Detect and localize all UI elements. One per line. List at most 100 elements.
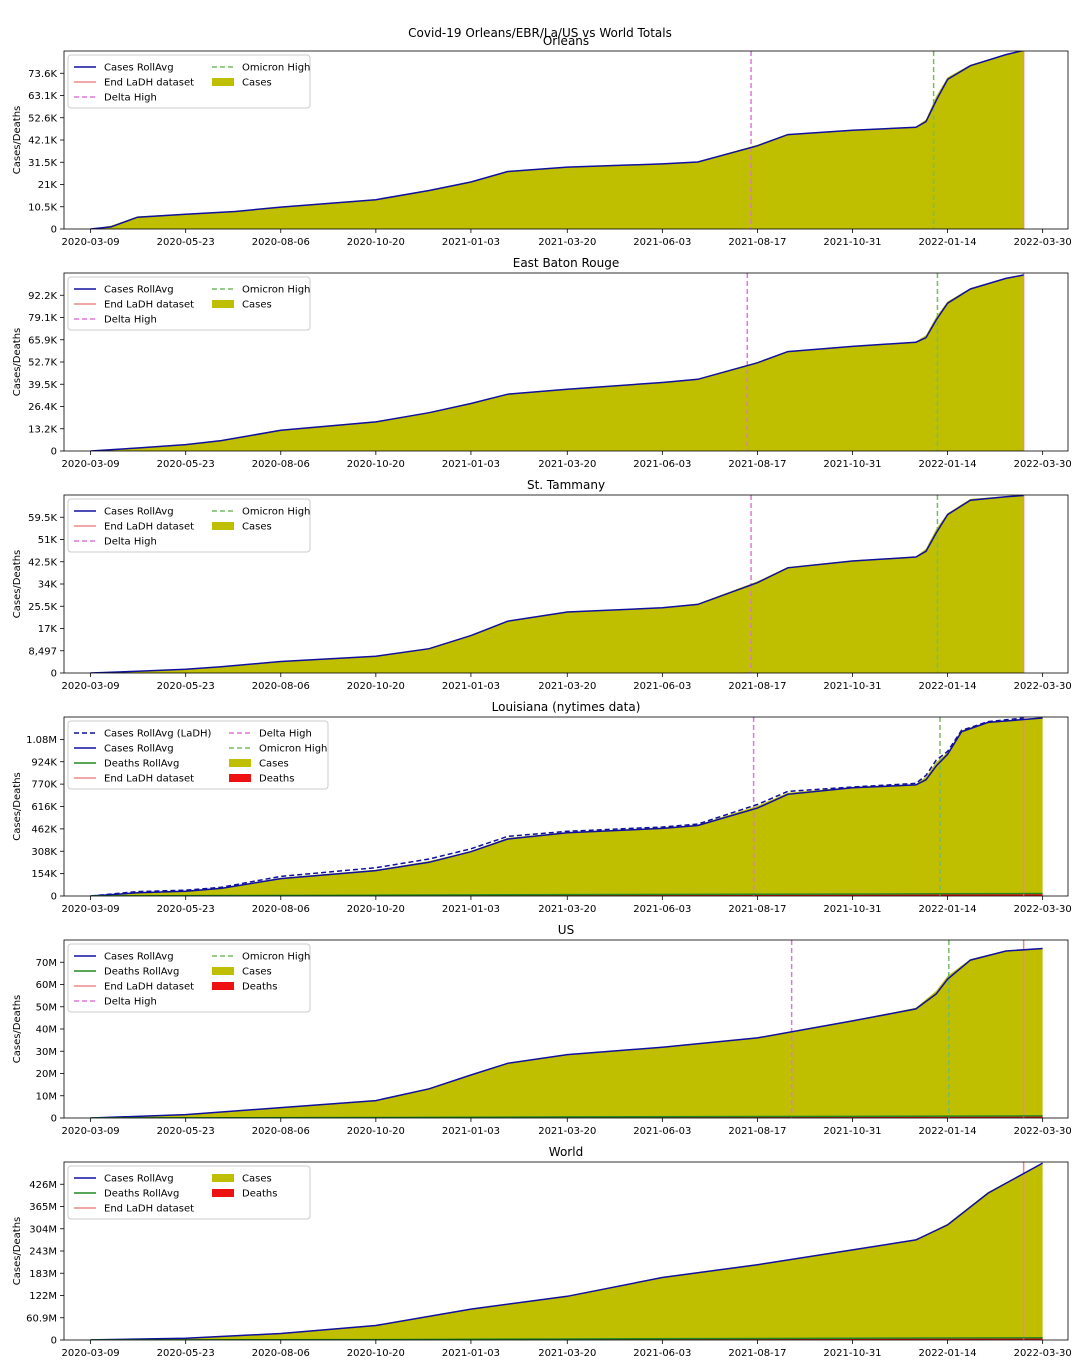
y-axis-label: Cases/Deaths xyxy=(12,550,23,619)
plot-area xyxy=(90,273,1025,451)
series-cases-area xyxy=(90,948,1043,1118)
legend-swatch xyxy=(212,1189,234,1197)
y-tick-label: 50M xyxy=(36,1002,57,1013)
x-tick-label: 2020-05-23 xyxy=(157,681,215,692)
legend-entry: Delta High xyxy=(259,729,312,740)
x-tick-label: 2020-05-23 xyxy=(157,1348,215,1359)
plot-area xyxy=(90,717,1043,896)
legend-entry: Cases xyxy=(259,759,289,770)
subplot-6: 2020-03-09 2020-05-23 2020-08-06 2020-10-20… xyxy=(12,1145,1072,1359)
x-tick-label: 2020-03-09 xyxy=(62,681,120,692)
x-tick-label: 2021-06-03 xyxy=(633,904,691,915)
series-cases-rollavg-ladh--line xyxy=(90,717,1024,896)
legend-box xyxy=(67,720,329,790)
y-tick-label: 73.6K xyxy=(28,69,57,80)
x-tick-label: 2021-03-20 xyxy=(538,1126,596,1137)
x-tick-label: 2020-05-23 xyxy=(157,237,215,248)
y-tick-label: 42.5K xyxy=(28,557,57,568)
y-tick-label: 308K xyxy=(31,847,57,858)
legend-entry: Cases xyxy=(242,967,272,978)
y-tick-label: 243M xyxy=(29,1247,57,1258)
legend-entry: Cases xyxy=(242,78,272,89)
legend-entry: Deaths xyxy=(259,774,294,785)
x-tick-label: 2020-10-20 xyxy=(347,1126,405,1137)
y-axis-label: Cases/Deaths xyxy=(12,328,23,397)
x-tick-label: 2020-08-06 xyxy=(252,459,310,470)
y-tick-label: 0 xyxy=(51,892,57,903)
x-tick-label: 2020-08-06 xyxy=(252,237,310,248)
x-tick-label: 2020-08-06 xyxy=(252,904,310,915)
legend-entry: End LaDH dataset xyxy=(104,1204,194,1215)
subplot-title: World xyxy=(549,1145,583,1159)
series-cases-area xyxy=(90,51,1024,229)
x-tick-label: 2022-03-30 xyxy=(1014,1348,1072,1359)
legend-entry: Cases RollAvg xyxy=(104,507,174,518)
legend-entry: Omicron High xyxy=(259,744,327,755)
y-tick-label: 770K xyxy=(31,780,57,791)
y-tick-label: 0 xyxy=(51,1336,57,1347)
legend-box xyxy=(67,276,311,331)
legend-entry: Cases RollAvg xyxy=(104,1174,174,1185)
legend-entry: End LaDH dataset xyxy=(104,982,194,993)
figure-title: Covid-19 Orleans/EBR/La/US vs World Tota… xyxy=(408,26,672,40)
y-tick-label: 0 xyxy=(51,447,57,458)
x-tick-label: 2020-08-06 xyxy=(252,1348,310,1359)
y-tick-label: 63.1K xyxy=(28,91,57,102)
y-tick-label: 40M xyxy=(36,1025,57,1036)
legend-box xyxy=(67,943,311,1013)
series-cases-rollavg-line xyxy=(90,1162,1043,1340)
x-tick-label: 2022-03-30 xyxy=(1014,904,1072,915)
series-deaths-rollavg-line xyxy=(90,892,1043,896)
x-tick-label: 2020-08-06 xyxy=(252,681,310,692)
x-tick-label: 2022-03-30 xyxy=(1014,681,1072,692)
y-tick-label: 79.1K xyxy=(28,313,57,324)
x-tick-label: 2020-03-09 xyxy=(62,904,120,915)
legend-entry: Delta High xyxy=(104,93,157,104)
x-tick-label: 2022-01-14 xyxy=(919,904,977,915)
legend-entry: End LaDH dataset xyxy=(104,774,194,785)
y-tick-label: 462K xyxy=(31,824,57,835)
x-tick-label: 2020-10-20 xyxy=(347,459,405,470)
y-tick-label: 17K xyxy=(38,624,58,635)
x-tick-label: 2021-06-03 xyxy=(633,237,691,248)
x-tick-label: 2021-06-03 xyxy=(633,681,691,692)
x-tick-label: 2021-03-20 xyxy=(538,237,596,248)
y-tick-label: 65.9K xyxy=(28,335,57,346)
x-tick-label: 2021-10-31 xyxy=(823,1126,881,1137)
subplot-title: St. Tammany xyxy=(527,478,605,492)
y-tick-label: 365M xyxy=(29,1202,57,1213)
y-axis-label: Cases/Deaths xyxy=(12,1217,23,1286)
y-tick-label: 60.9M xyxy=(26,1313,57,1324)
x-tick-label: 2020-10-20 xyxy=(347,237,405,248)
x-tick-label: 2021-01-03 xyxy=(442,237,500,248)
series-cases-area xyxy=(90,274,1024,451)
series-cases-rollavg-line xyxy=(90,495,1024,673)
x-tick-label: 2021-10-31 xyxy=(823,1348,881,1359)
legend-entry: Cases xyxy=(242,1174,272,1185)
x-tick-label: 2021-01-03 xyxy=(442,904,500,915)
y-axis-label: Cases/Deaths xyxy=(12,772,23,841)
y-tick-label: 39.5K xyxy=(28,380,57,391)
x-tick-label: 2020-10-20 xyxy=(347,1348,405,1359)
x-tick-label: 2021-10-31 xyxy=(823,904,881,915)
x-tick-label: 2020-03-09 xyxy=(62,237,120,248)
subplot-3: 2020-03-09 2020-05-23 2020-08-06 2020-10-20… xyxy=(12,478,1072,692)
y-tick-label: 0 xyxy=(51,669,57,680)
x-tick-label: 2021-08-17 xyxy=(728,681,786,692)
y-tick-label: 10.5K xyxy=(28,202,57,213)
subplot-title: Louisiana (nytimes data) xyxy=(492,700,641,714)
x-tick-label: 2021-03-20 xyxy=(538,904,596,915)
y-tick-label: 26.4K xyxy=(28,402,57,413)
y-tick-label: 10M xyxy=(36,1091,57,1102)
y-tick-label: 0 xyxy=(51,225,57,236)
x-tick-label: 2021-01-03 xyxy=(442,1126,500,1137)
y-tick-label: 924K xyxy=(31,757,57,768)
series-cases-rollavg-line xyxy=(90,51,1024,229)
legend-entry: Deaths RollAvg xyxy=(104,967,179,978)
legend-entry: Omicron High xyxy=(242,952,310,963)
legend-box xyxy=(67,498,311,553)
x-tick-label: 2021-08-17 xyxy=(728,459,786,470)
y-tick-label: 20M xyxy=(36,1069,57,1080)
legend-swatch xyxy=(212,967,234,975)
